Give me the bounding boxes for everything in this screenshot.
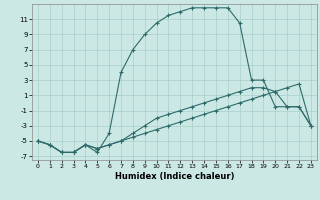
X-axis label: Humidex (Indice chaleur): Humidex (Indice chaleur) bbox=[115, 172, 234, 181]
